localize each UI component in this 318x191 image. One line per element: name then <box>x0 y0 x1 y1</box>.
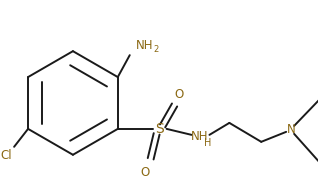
Text: Cl: Cl <box>0 149 12 162</box>
Text: O: O <box>140 166 149 179</box>
Text: NH: NH <box>136 39 153 52</box>
Text: NH: NH <box>191 130 208 143</box>
Text: H: H <box>204 138 211 148</box>
Text: 2: 2 <box>154 45 159 54</box>
Text: S: S <box>155 122 164 136</box>
Text: O: O <box>174 87 183 100</box>
Text: N: N <box>287 123 295 136</box>
